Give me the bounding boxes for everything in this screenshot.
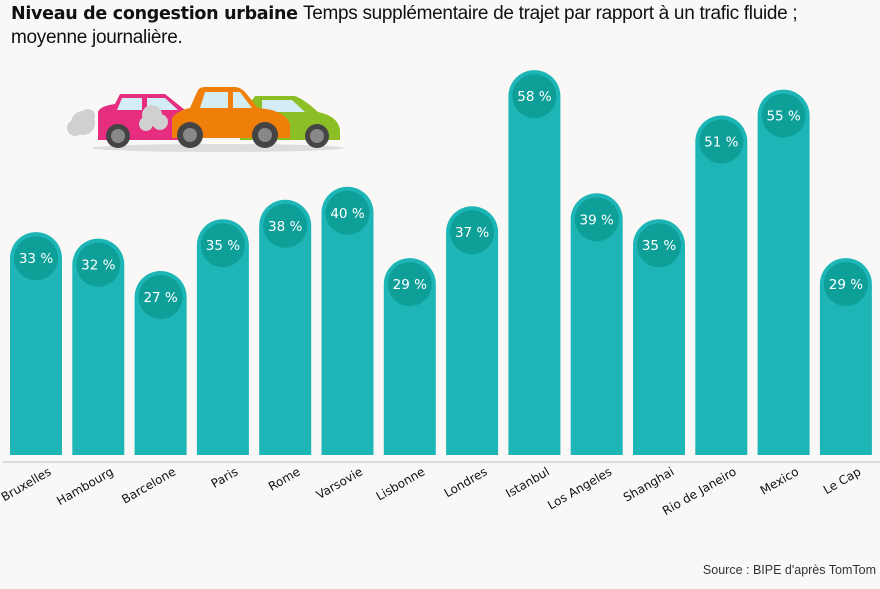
x-tick-label: Varsovie — [314, 464, 365, 502]
bar — [508, 70, 561, 456]
value-circle — [512, 74, 557, 119]
data-label: 33 % — [19, 251, 53, 267]
value-circle — [76, 242, 121, 287]
data-label: 35 % — [642, 238, 676, 254]
value-circle — [450, 210, 495, 255]
value-circle — [699, 119, 744, 164]
x-tick-label: Le Cap — [821, 464, 864, 497]
value-circle — [637, 223, 681, 268]
x-tick-label: Mexico — [758, 464, 801, 497]
x-tick-label: Shanghai — [621, 464, 677, 504]
x-tick-label: Barcelone — [119, 464, 178, 506]
bar — [196, 219, 249, 455]
chart-title: Niveau de congestion urbaine Temps suppl… — [11, 2, 871, 50]
bar — [259, 199, 312, 455]
bar — [633, 219, 685, 455]
bar — [383, 258, 436, 455]
data-label: 51 % — [704, 135, 738, 151]
data-label: 35 % — [206, 238, 240, 254]
data-label: 39 % — [580, 212, 614, 228]
bar — [819, 258, 872, 455]
data-label: 32 % — [81, 258, 115, 274]
cars-traffic-jam-icon — [67, 87, 344, 152]
data-label: 29 % — [829, 277, 863, 293]
data-label: 29 % — [393, 277, 427, 293]
x-tick-label: Lisbonne — [374, 464, 428, 503]
value-circle — [823, 262, 868, 307]
data-label: 58 % — [517, 89, 551, 105]
value-circle — [325, 190, 370, 235]
x-tick-label: Istanbul — [503, 464, 552, 500]
value-circle — [263, 203, 308, 248]
value-circle — [200, 223, 245, 268]
data-label: 40 % — [330, 206, 364, 222]
value-circle — [138, 275, 183, 320]
x-tick-label: Hambourg — [54, 464, 116, 508]
value-circle — [14, 236, 58, 281]
x-tick-label: Rome — [266, 464, 303, 493]
bar — [570, 193, 623, 455]
value-circle — [761, 93, 806, 138]
value-circle — [387, 262, 432, 307]
data-label: 55 % — [766, 109, 800, 125]
title-subtitle: Temps supplémentaire de trajet par rappo… — [11, 3, 798, 48]
bar — [10, 232, 62, 455]
bar — [72, 238, 125, 455]
title-bold: Niveau de congestion urbaine — [11, 4, 298, 24]
source-note: Source : BIPE d'après TomTom — [702, 563, 876, 577]
bar — [446, 206, 499, 455]
bar — [695, 115, 748, 455]
bar — [134, 271, 187, 455]
x-tick-label: Londres — [442, 464, 490, 500]
data-label: 27 % — [143, 290, 177, 306]
x-tick-label: Bruxelles — [0, 464, 53, 504]
data-label: 38 % — [268, 219, 302, 235]
value-circle — [574, 197, 619, 242]
bar — [757, 89, 810, 455]
bar — [321, 186, 374, 455]
x-tick-label: Los Angeles — [545, 464, 614, 512]
x-tick-label: Paris — [209, 464, 241, 490]
data-label: 37 % — [455, 225, 489, 241]
